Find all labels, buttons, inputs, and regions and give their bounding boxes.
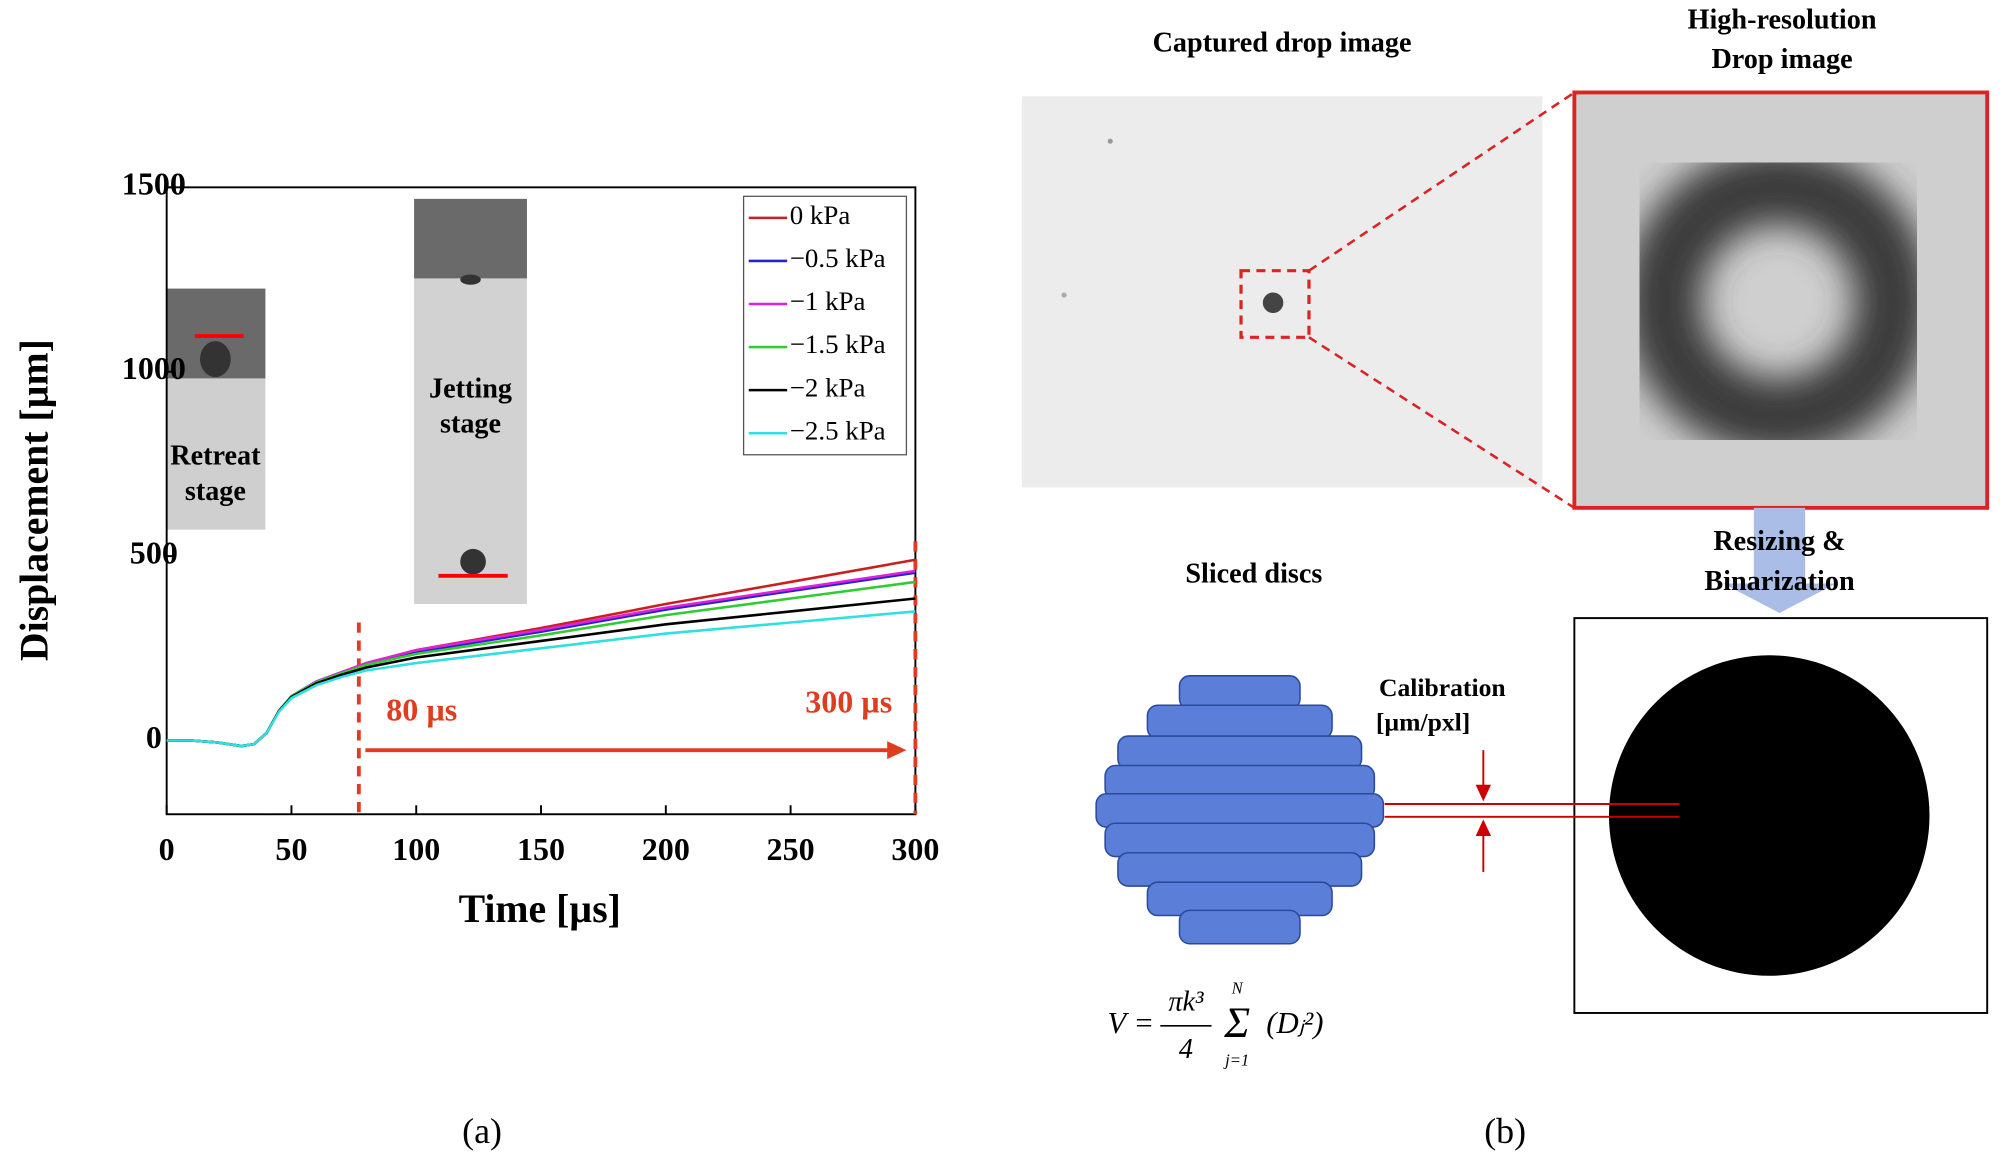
y-tick-label: 1000 [122, 350, 186, 386]
arrow-head [1475, 784, 1492, 802]
annotation: stage [185, 476, 246, 507]
panel-label: (a) [462, 1111, 502, 1151]
legend-label: 0 kPa [790, 200, 851, 230]
formula-sum-top: N [1231, 979, 1244, 998]
plot: 0 50 100 150 200 250 300 0 500 1000 1500 0 kPa −0.5 … [122, 166, 940, 867]
zoom-line [1308, 336, 1576, 509]
speck [1061, 292, 1067, 298]
formula-numerator: πk³ [1168, 986, 1204, 1017]
y-tick-label: 0 [146, 719, 162, 755]
legend-label: −2.5 kPa [790, 415, 886, 445]
formula: V = πk³ 4 Σ N j=1 (Dⱼ²) [1107, 979, 1323, 1070]
x-tick-label: 250 [767, 831, 815, 867]
x-axis-label: Time [µs] [459, 887, 621, 931]
formula-sum: Σ [1223, 999, 1250, 1047]
meniscus [200, 341, 231, 378]
zoom-box [1239, 269, 1311, 339]
annotation: 300 µs [805, 684, 892, 720]
down-arrow [1723, 507, 1836, 613]
arrow-head [1475, 819, 1492, 837]
annotation: 80 µs [386, 691, 457, 727]
series-line [166, 571, 916, 748]
x-tick-label: 200 [642, 831, 690, 867]
drop [1262, 292, 1284, 313]
y-tick-label: 1500 [122, 166, 186, 202]
legend-label: −1.5 kPa [790, 329, 886, 359]
legend-box [742, 195, 908, 456]
formula-lhs: V = [1107, 1006, 1154, 1040]
arrow-head [887, 741, 907, 760]
annotation: Jetting [429, 374, 512, 405]
drop-ring [1624, 147, 1933, 456]
legend-label: −0.5 kPa [790, 243, 886, 273]
label: Resizing & [1713, 526, 1845, 557]
label: Binarization [1704, 566, 1855, 597]
nozzle [414, 198, 527, 279]
y-tick-label: 500 [130, 534, 178, 570]
label: Sliced discs [1185, 558, 1322, 589]
x-tick-label: 50 [275, 831, 307, 867]
label: Drop image [1711, 44, 1852, 75]
label: Captured drop image [1153, 27, 1412, 58]
speck [1107, 138, 1113, 144]
series-line [166, 610, 916, 748]
label: High-resolution [1688, 4, 1877, 35]
droplet [460, 548, 486, 575]
zoom-line [1308, 91, 1576, 272]
formula-term: (Dⱼ²) [1266, 1006, 1323, 1040]
x-tick-label: 100 [392, 831, 440, 867]
nozzle-tip [460, 274, 481, 285]
x-tick-label: 150 [517, 831, 565, 867]
formula-denominator: 4 [1179, 1034, 1193, 1065]
label: [µm/pxl] [1376, 707, 1470, 736]
annotation: stage [440, 408, 501, 439]
x-tick-label: 300 [891, 831, 939, 867]
y-axis-label: Displacement [µm] [13, 339, 57, 661]
formula-sum-bottom: j=1 [1223, 1051, 1249, 1070]
panel-label: (b) [1484, 1111, 1526, 1151]
sliced-discs [1095, 675, 1385, 945]
legend-label: −2 kPa [790, 372, 866, 402]
binary-drop [1608, 655, 1930, 976]
series-line [166, 580, 916, 748]
label: Calibration [1379, 673, 1506, 702]
annotation: Retreat [170, 440, 261, 471]
captured-image [1021, 96, 1543, 488]
x-tick-label: 0 [159, 831, 175, 867]
legend-label: −1 kPa [790, 286, 866, 316]
